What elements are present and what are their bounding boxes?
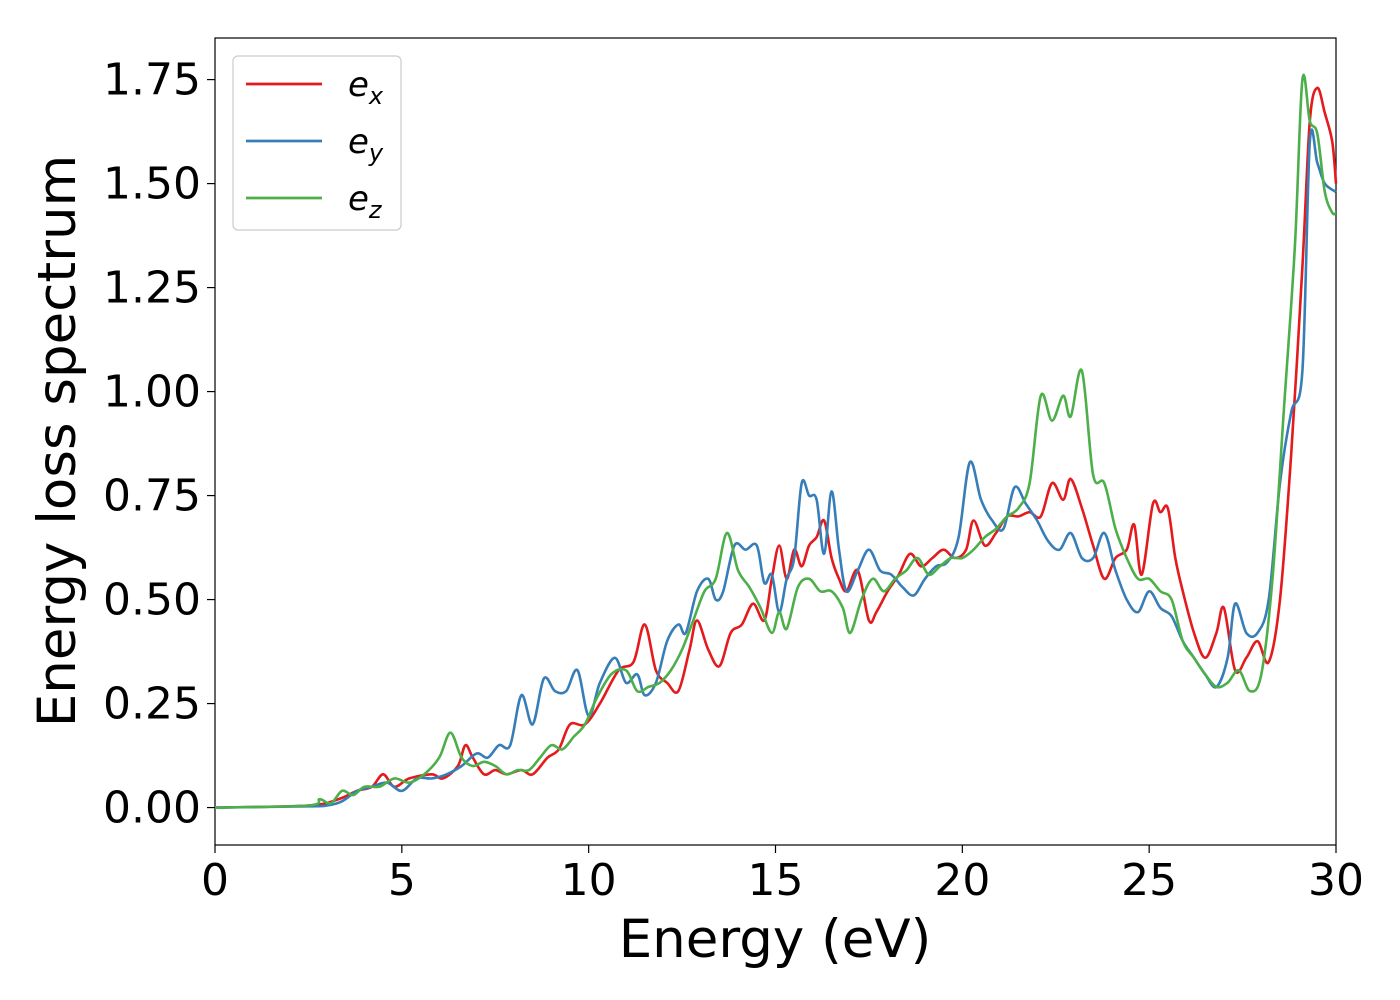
y-tick-label: 1.75 [103,55,201,106]
x-tick-label: 10 [561,855,617,906]
y-tick-label: 0.50 [103,575,201,626]
x-tick-label: 0 [201,855,229,906]
y-tick-label: 1.25 [103,263,201,314]
x-tick-label: 15 [748,855,804,906]
series-line-z [214,73,1337,809]
series-lines [214,73,1338,809]
x-axis-title: Energy (eV) [619,909,932,970]
y-tick-label: 0.25 [103,679,201,730]
y-tick-label: 0.00 [103,783,201,834]
x-tick-label: 25 [1121,855,1177,906]
y-tick-label: 1.50 [103,159,201,210]
y-tick-label: 1.00 [103,367,201,418]
x-tick-label: 20 [934,855,990,906]
x-axis: 0 5 10 15 20 25 30 [201,845,1364,906]
y-tick-label: 0.75 [103,471,201,522]
x-tick-label: 5 [388,855,416,906]
y-axis: 0.00 0.25 0.50 0.75 1.00 1.25 1.50 1.75 [103,55,215,834]
y-axis-title: Energy loss spectrum [27,155,88,727]
x-tick-label: 30 [1308,855,1364,906]
legend-box [232,55,402,231]
legend-label-y: ey [348,122,384,167]
plot-area [214,37,1337,846]
